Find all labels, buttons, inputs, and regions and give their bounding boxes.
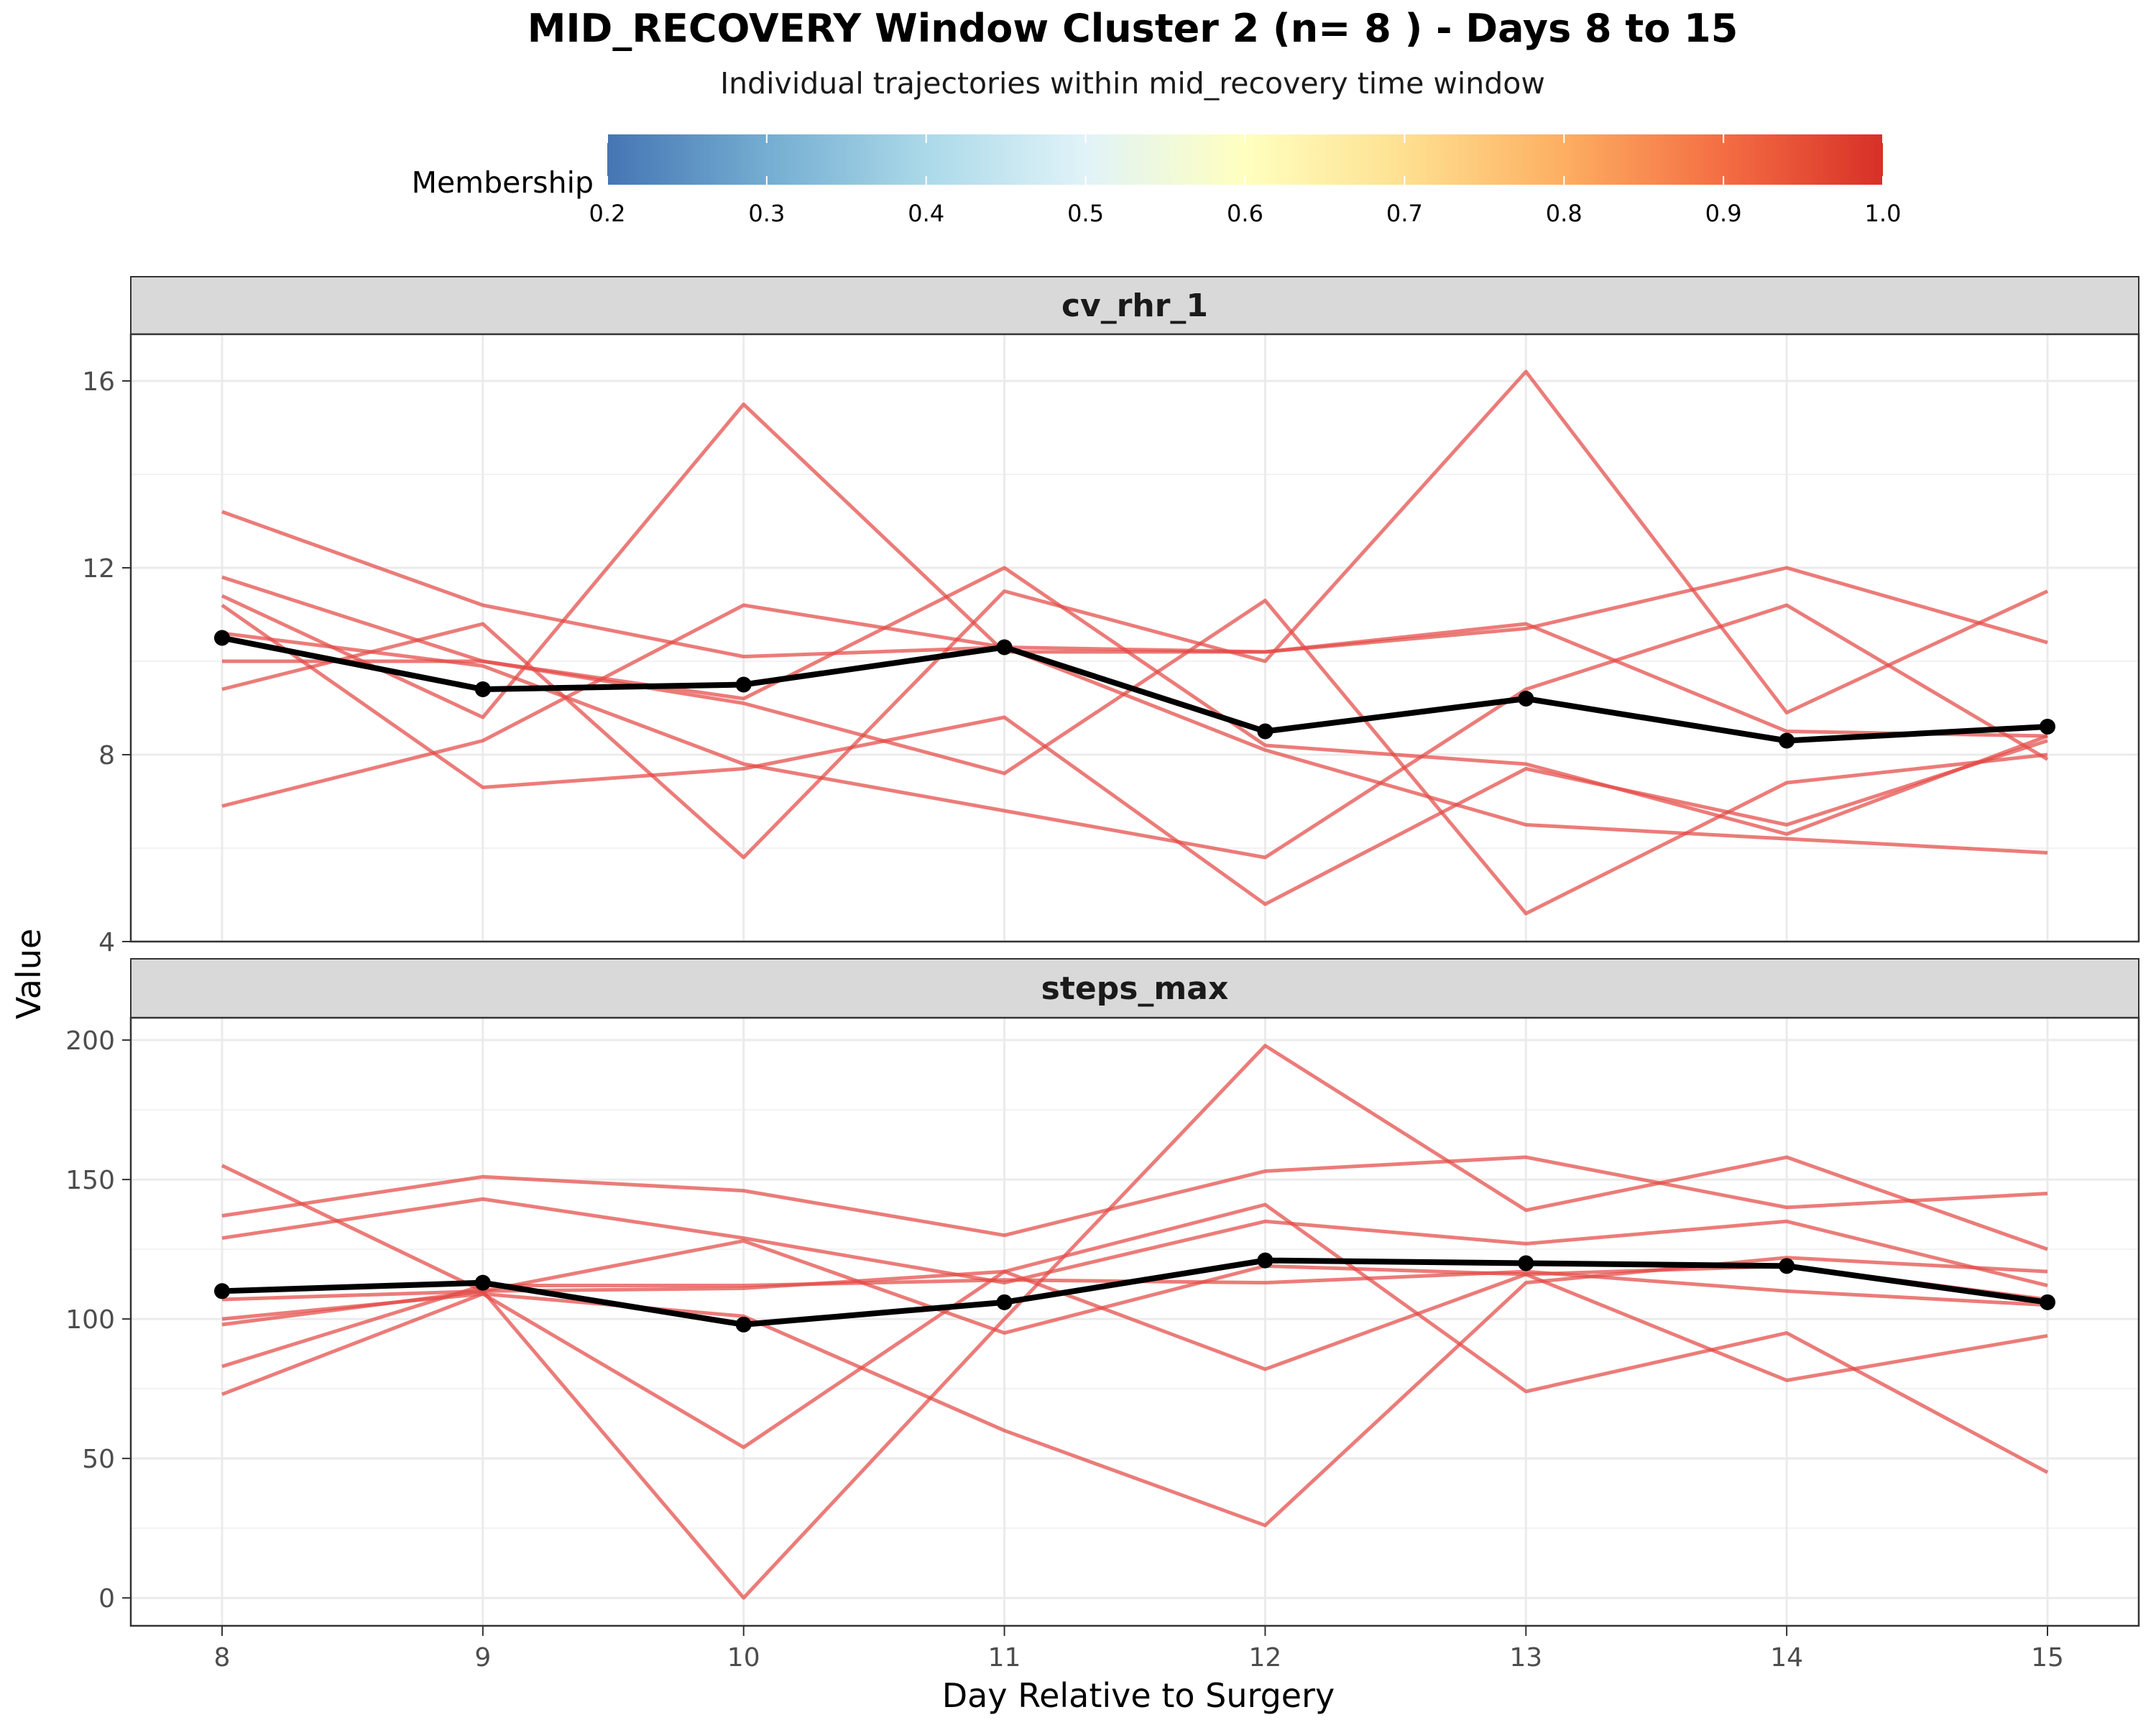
mean-point bbox=[1779, 1258, 1795, 1274]
legend-title: Membership bbox=[412, 165, 594, 200]
individual-trajectory-5 bbox=[221, 1202, 2049, 1474]
colorbar-tick-label: 0.2 bbox=[589, 200, 626, 227]
y-tick-label: 12 bbox=[82, 554, 115, 584]
chart-title: MID_RECOVERY Window Cluster 2 (n= 8 ) - … bbox=[528, 6, 1738, 51]
mean-point bbox=[2040, 1294, 2055, 1310]
individual-trajectory-1 bbox=[221, 510, 2048, 738]
individual-trajectory-6 bbox=[221, 369, 2049, 860]
mean-point bbox=[1518, 691, 1534, 707]
y-tick-label: 200 bbox=[65, 1026, 115, 1056]
y-tick-label: 8 bbox=[98, 741, 115, 770]
mean-point bbox=[214, 630, 230, 646]
individual-trajectory-4 bbox=[221, 603, 2048, 906]
colorbar-tick-label: 0.9 bbox=[1705, 200, 1742, 227]
mean-point bbox=[735, 1316, 752, 1333]
individual-trajectory-7 bbox=[221, 603, 2048, 855]
x-tick-label: 11 bbox=[988, 1643, 1021, 1673]
mean-point bbox=[1779, 732, 1795, 749]
x-tick-label: 8 bbox=[214, 1643, 231, 1673]
facet-strip-label: cv_rhr_1 bbox=[1061, 288, 1208, 324]
panel-cv-rhr-1: cv_rhr_1 4 8 12 16 bbox=[82, 276, 2140, 957]
mean-point bbox=[735, 676, 752, 693]
facet-strip bbox=[130, 276, 2139, 335]
colorbar-tick-label: 0.3 bbox=[748, 200, 785, 227]
y-tick-label: 150 bbox=[65, 1166, 115, 1195]
colorbar-tick-label: 0.4 bbox=[908, 200, 944, 227]
x-tick-label: 15 bbox=[2031, 1643, 2064, 1673]
chart-subtitle: Individual trajectories within mid_recov… bbox=[720, 66, 1545, 101]
facet-strip-label: steps_max bbox=[1041, 970, 1229, 1007]
y-tick-label: 50 bbox=[82, 1445, 115, 1474]
colorbar-tick-label: 0.7 bbox=[1386, 200, 1423, 227]
mean-point bbox=[2040, 719, 2055, 735]
y-tick-label: 16 bbox=[82, 367, 115, 397]
x-tick-label: 10 bbox=[727, 1643, 760, 1673]
panel-border bbox=[129, 333, 2140, 943]
mean-point bbox=[214, 1283, 230, 1300]
individual-trajectory-3 bbox=[221, 1197, 2048, 1287]
individual-trajectory-1 bbox=[221, 1044, 2048, 1600]
panel-steps-max: steps_max 0 50 100 150 200 bbox=[65, 958, 2140, 1627]
mean-trajectory bbox=[221, 635, 2048, 744]
colorbar-tick-label: 0.8 bbox=[1546, 200, 1583, 227]
individual-trajectory-6 bbox=[221, 1238, 2048, 1382]
mean-point bbox=[474, 1274, 491, 1291]
colorbar-tick-label: 0.5 bbox=[1067, 200, 1104, 227]
x-tick-label: 14 bbox=[1770, 1643, 1803, 1673]
x-axis: 8 9 10 11 12 13 14 15 bbox=[214, 1626, 2064, 1673]
x-tick-label: 9 bbox=[474, 1643, 491, 1673]
panel-border bbox=[129, 1016, 2140, 1627]
x-tick-label: 13 bbox=[1509, 1643, 1542, 1673]
individual-trajectory-8 bbox=[221, 603, 2049, 860]
mean-point bbox=[1257, 1252, 1273, 1269]
individual-trajectory-2 bbox=[221, 1155, 2048, 1238]
mean-point bbox=[996, 1294, 1013, 1310]
x-axis-label: Day Relative to Surgery bbox=[942, 1676, 1335, 1715]
individual-trajectory-8 bbox=[221, 1256, 2048, 1527]
y-axis-label: Value bbox=[9, 929, 48, 1019]
mean-point bbox=[1518, 1255, 1534, 1271]
y-tick-label: 100 bbox=[65, 1305, 115, 1335]
facet-strip bbox=[130, 958, 2139, 1018]
mean-point bbox=[474, 681, 491, 697]
mean-point bbox=[1257, 723, 1273, 740]
mean-trajectory bbox=[221, 1257, 2048, 1328]
colorbar-tick-label: 1.0 bbox=[1865, 200, 1902, 227]
facet-panels: cv_rhr_1 4 8 12 16 steps_max 0 50 100 150 200 bbox=[65, 276, 2140, 1627]
colorbar-tick-label: 0.6 bbox=[1227, 200, 1263, 227]
x-tick-label: 12 bbox=[1249, 1643, 1282, 1673]
y-tick-label: 0 bbox=[98, 1584, 115, 1614]
mean-point bbox=[996, 639, 1013, 656]
y-tick-label: 4 bbox=[98, 928, 115, 957]
